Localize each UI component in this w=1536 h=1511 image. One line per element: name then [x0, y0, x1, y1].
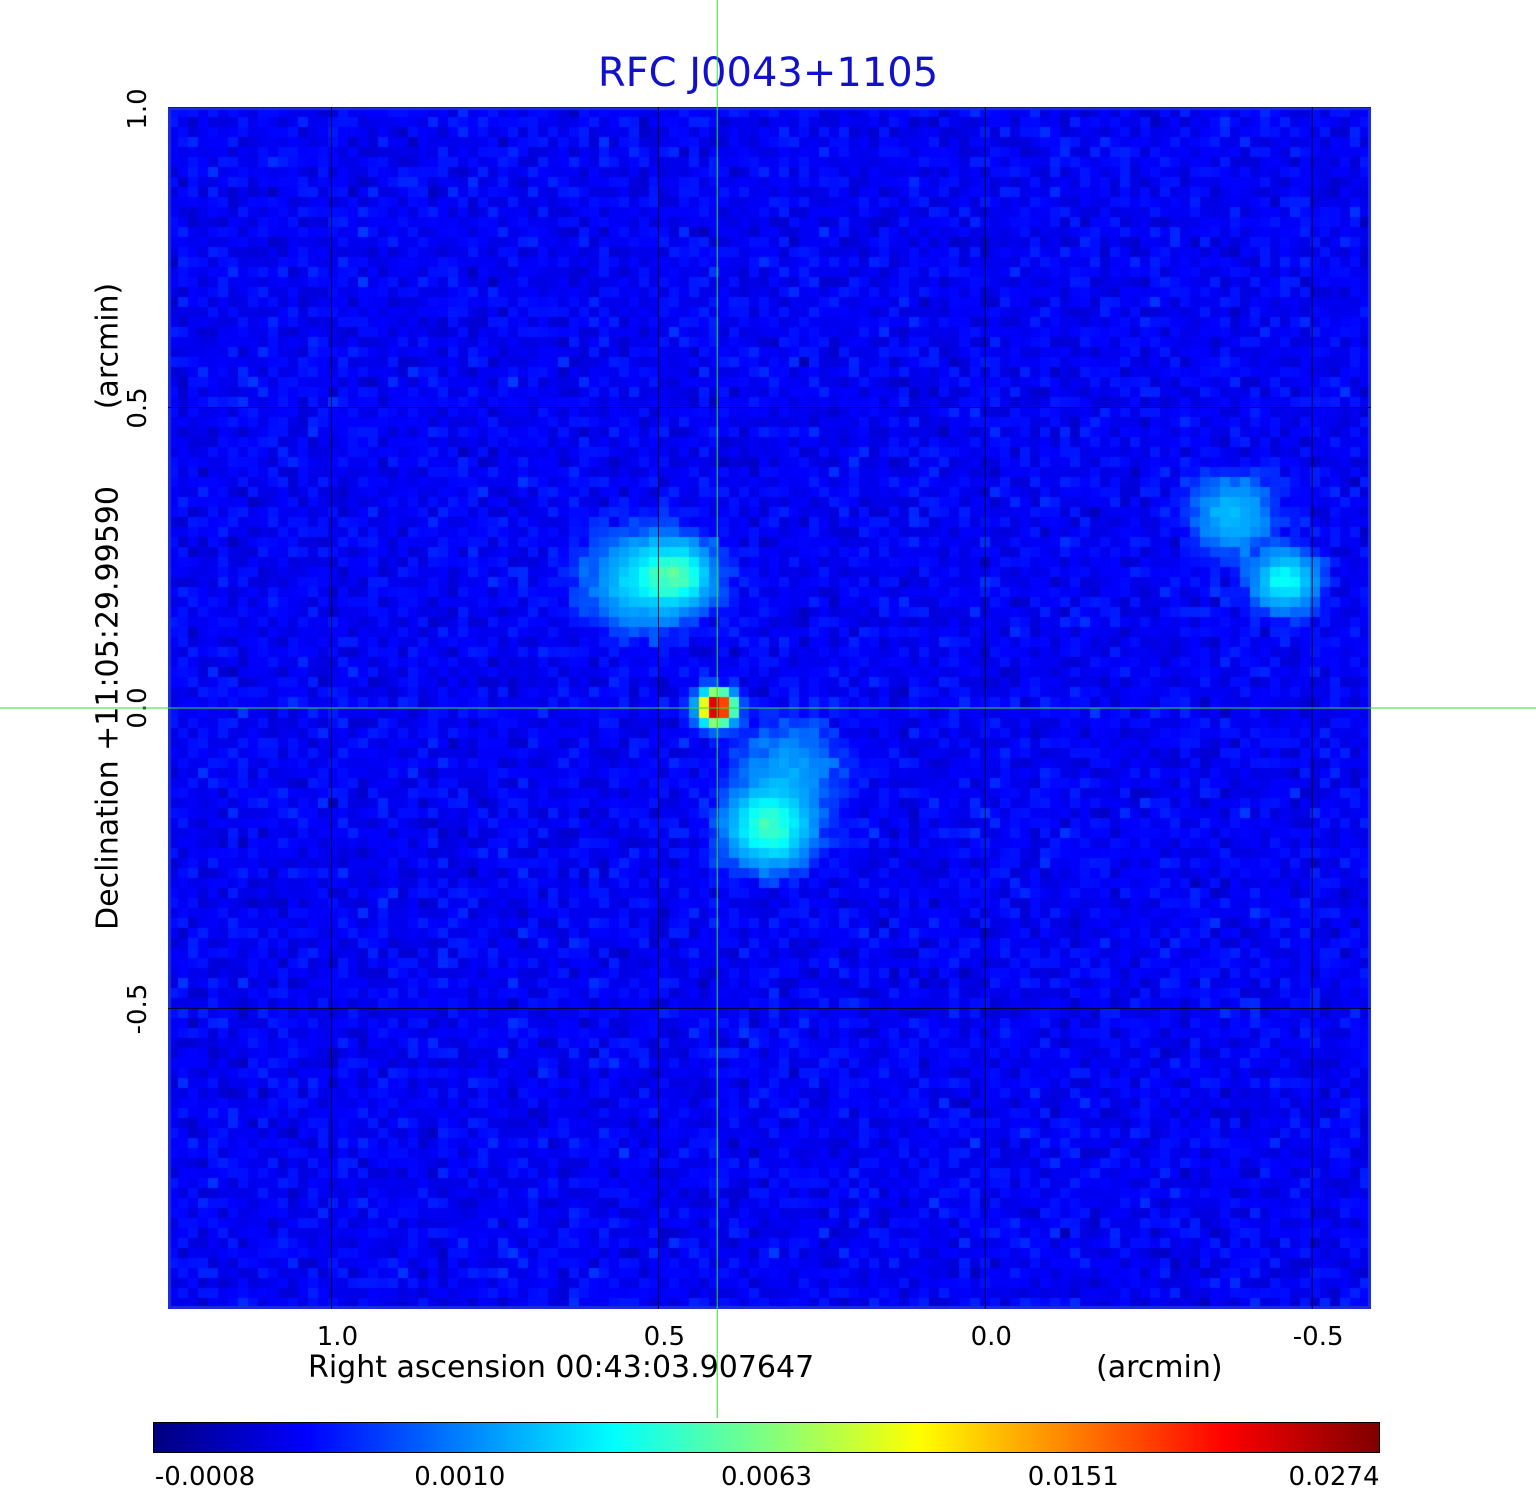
chart-title: RFC J0043+1105: [597, 50, 939, 96]
x-tick-label: 0.0: [970, 1322, 1012, 1352]
y-axis-unit: (arcmin): [90, 282, 126, 410]
x-tick-label: 1.0: [316, 1322, 359, 1352]
y-axis-label: Declination +11:05:29.99590: [90, 486, 126, 930]
x-tick-label: -0.5: [1292, 1322, 1344, 1352]
grid-overlay: [168, 107, 1371, 1309]
y-tick-label: 0.5: [123, 386, 153, 429]
colorbar-tick-label: 0.0151: [1027, 1462, 1119, 1492]
x-tick-label: 0.5: [643, 1322, 686, 1352]
colorbar-tick-label: 0.0063: [721, 1462, 812, 1492]
y-tick-label: -0.5: [123, 983, 153, 1034]
colorbar-tick-label: -0.0008: [154, 1462, 256, 1492]
y-tick-label: 0.0: [123, 687, 153, 729]
colorbar-tick-label: 0.0274: [1288, 1462, 1380, 1492]
plot-area[interactable]: [168, 107, 1371, 1309]
colorbar: [153, 1422, 1380, 1453]
x-axis-label: Right ascension 00:43:03.907647: [308, 1350, 815, 1385]
y-tick-label: 1.0: [123, 88, 153, 130]
x-axis-unit: (arcmin): [1096, 1350, 1223, 1385]
colorbar-tick-label: 0.0010: [414, 1462, 506, 1492]
